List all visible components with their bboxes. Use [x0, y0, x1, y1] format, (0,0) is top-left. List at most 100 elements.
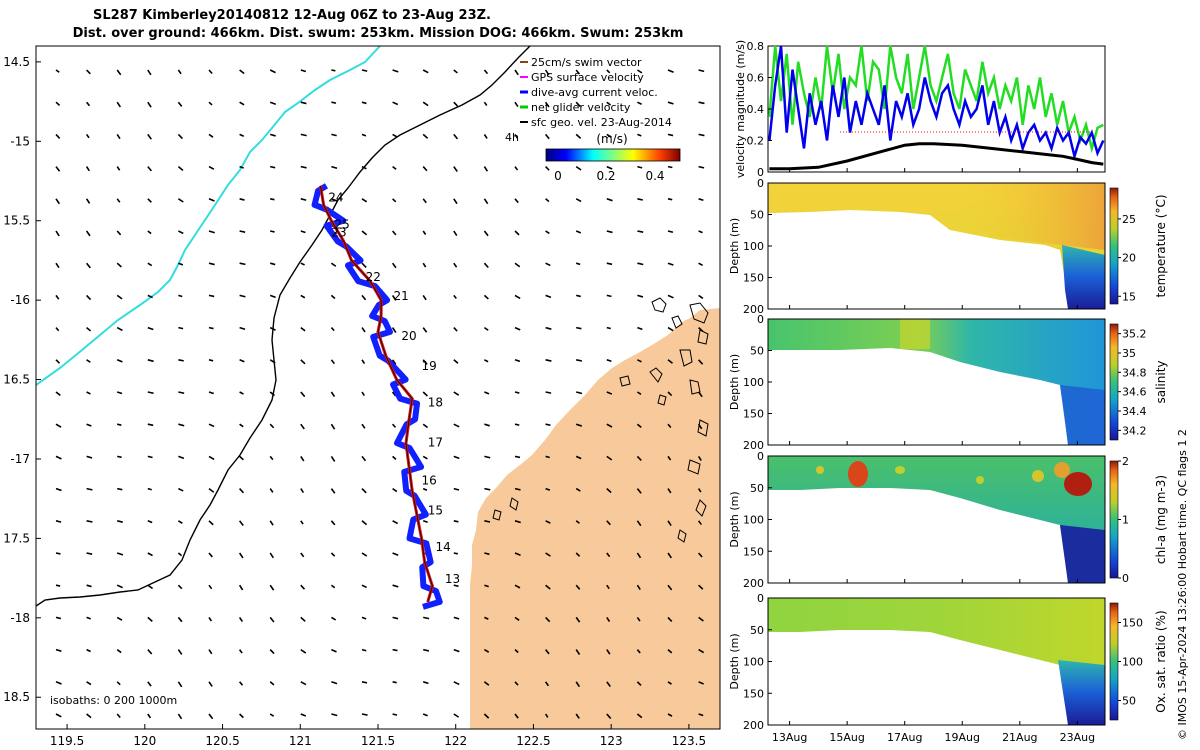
vector-arrow	[269, 359, 276, 364]
depth-tick-label: 200	[743, 439, 764, 452]
vector-arrow	[453, 69, 458, 74]
coastal-islands	[492, 297, 709, 543]
chla-panel	[767, 455, 1106, 584]
vector-arrow	[269, 133, 276, 137]
vector-arrow	[238, 520, 244, 527]
vector-arrow	[300, 326, 306, 332]
vector-arrow	[239, 455, 244, 461]
vector-arrow	[483, 648, 490, 653]
map-xtick-label: 121	[289, 734, 312, 748]
vector-arrow	[483, 230, 489, 237]
vector-arrow	[698, 230, 703, 234]
vector-arrow	[55, 616, 62, 620]
velocity-y-ticks: 0 0.2 0.4 0.6 0.8	[747, 40, 772, 179]
velocity-panel: 0 0.2 0.4 0.6 0.8 velocity magnitude (m/s)	[734, 40, 1106, 179]
vector-arrow	[760, 650, 765, 651]
svg-text:dive-avg current veloc.: dive-avg current veloc.	[531, 86, 658, 99]
vector-arrow	[269, 520, 274, 526]
vector-arrow	[331, 681, 338, 685]
vector-arrow	[361, 359, 366, 365]
vector-arrow	[697, 552, 703, 558]
colorbar-unit-label: (m/s)	[596, 132, 627, 146]
vector-arrow	[55, 423, 62, 428]
chla-deep	[1060, 525, 1105, 583]
vector-arrow	[177, 133, 184, 140]
vector-arrow	[392, 520, 399, 525]
vector-arrow	[575, 101, 581, 107]
vector-arrow	[270, 198, 275, 201]
vector-arrow	[208, 681, 213, 687]
vector-arrow	[116, 326, 123, 332]
day-label: 18	[428, 396, 443, 410]
vector-arrow	[514, 423, 520, 426]
vector-arrow	[514, 681, 519, 686]
vector-arrow	[208, 230, 215, 234]
vector-arrow	[116, 294, 123, 300]
vector-arrow	[86, 391, 91, 395]
vector-arrow	[391, 391, 397, 397]
vector-arrow	[116, 230, 122, 236]
vector-arrow	[330, 520, 336, 526]
vector-arrow	[637, 165, 643, 169]
vector-arrow	[606, 294, 612, 298]
vector-arrow	[636, 423, 642, 429]
vector-arrow	[422, 230, 427, 235]
depth-tick-label: 0	[757, 313, 764, 326]
velocity-ytick-label: 0	[757, 166, 764, 179]
time-tick-label: 17Aug	[887, 731, 922, 744]
vector-arrow	[575, 230, 582, 234]
vector-arrow	[208, 101, 213, 106]
title-line-2: Dist. over ground: 466km. Dist. swum: 25…	[73, 26, 684, 41]
vector-arrow	[637, 133, 642, 137]
vector-arrow	[177, 101, 183, 107]
vector-arrow	[514, 230, 520, 236]
vector-arrow	[606, 391, 613, 395]
vector-arrow	[391, 262, 397, 269]
vector-arrow	[300, 455, 305, 462]
vector-arrow	[760, 328, 763, 332]
vector-arrow	[514, 69, 519, 76]
colorbar-tick-label: 1	[1122, 514, 1129, 527]
vector-arrow	[453, 584, 459, 588]
isobath-200m	[36, 46, 531, 607]
vector-arrow	[545, 391, 552, 394]
depth-tick-label: 50	[750, 482, 764, 495]
velocity-ytick-label: 0.8	[747, 40, 765, 53]
vector-arrow	[331, 198, 338, 202]
vector-arrow	[483, 681, 490, 686]
vector-arrow	[514, 198, 519, 204]
vector-arrow	[300, 101, 307, 105]
vector-arrow	[300, 165, 307, 169]
vector-arrow	[239, 713, 244, 719]
vector-arrow	[177, 198, 184, 203]
vector-arrow	[178, 294, 183, 298]
vector-arrow	[698, 359, 704, 365]
vector-arrow	[208, 455, 215, 461]
vector-arrow	[269, 552, 275, 559]
vector-arrow	[575, 520, 580, 524]
section-colorbar	[1109, 187, 1119, 305]
vector-arrow	[55, 359, 61, 364]
vector-arrow	[606, 133, 612, 138]
day-label: 15	[428, 504, 443, 518]
vector-arrow	[147, 262, 153, 267]
vector-arrow	[637, 198, 643, 201]
vector-arrow	[698, 165, 705, 169]
vector-arrow	[208, 520, 214, 526]
map-x-ticks: 119.5 120 120.5 121 121.5 122 122.5 123 123.5	[50, 724, 706, 748]
colorbar-tick-label: 15	[1122, 290, 1136, 303]
vector-arrow	[514, 326, 521, 331]
vector-arrow	[576, 391, 583, 395]
vector-arrow	[667, 101, 674, 105]
vector-arrow	[545, 359, 552, 362]
vector-arrow	[147, 198, 152, 203]
vector-arrow	[729, 714, 735, 715]
vector-arrow	[147, 552, 153, 557]
vector-arrow	[667, 133, 674, 137]
vector-arrow	[331, 101, 337, 104]
time-axis: 13Aug 15Aug 17Aug 19Aug 21Aug 23Aug	[772, 168, 1095, 744]
legend-item-sfc-geo: sfc geo. vel. 23-Aug-2014	[520, 116, 672, 129]
vector-arrow	[453, 520, 459, 523]
depth-tick-label: 0	[757, 450, 764, 463]
